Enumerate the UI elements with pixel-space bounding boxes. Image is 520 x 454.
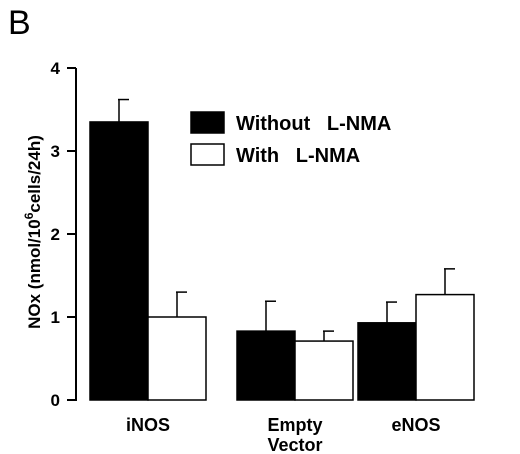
- category-labels: iNOS Empty Vector eNOS: [126, 415, 441, 454]
- legend-swatch: [190, 111, 225, 134]
- category-label: iNOS: [126, 415, 170, 435]
- y-axis-ticks: 0 1 2 3 4: [51, 59, 76, 410]
- bar-without-lnma-1: [236, 330, 296, 401]
- category-label: Empty Vector: [267, 415, 322, 454]
- y-tick-label: 1: [51, 308, 60, 327]
- legend-label: Without L-NMA: [236, 113, 391, 135]
- bar-with-lnma-2: [415, 293, 475, 401]
- panel-label: B: [8, 4, 31, 42]
- legend-label: With L-NMA: [236, 145, 360, 167]
- legend: Without L-NMA With L-NMA: [190, 111, 391, 167]
- bar-with-lnma-0: [147, 316, 207, 401]
- bar-without-lnma-2: [357, 322, 417, 401]
- y-tick-label: 3: [51, 142, 60, 161]
- y-tick-label: 4: [51, 59, 61, 78]
- bars: [89, 98, 475, 401]
- y-tick-label: 2: [51, 225, 60, 244]
- y-axis-label: NOx (nmol/106cells/24h): [22, 135, 44, 329]
- y-tick-label: 0: [51, 391, 60, 410]
- category-label: eNOS: [391, 415, 440, 435]
- bar-with-lnma-1: [294, 340, 354, 401]
- bar-without-lnma-0: [89, 121, 149, 401]
- legend-swatch: [190, 143, 225, 166]
